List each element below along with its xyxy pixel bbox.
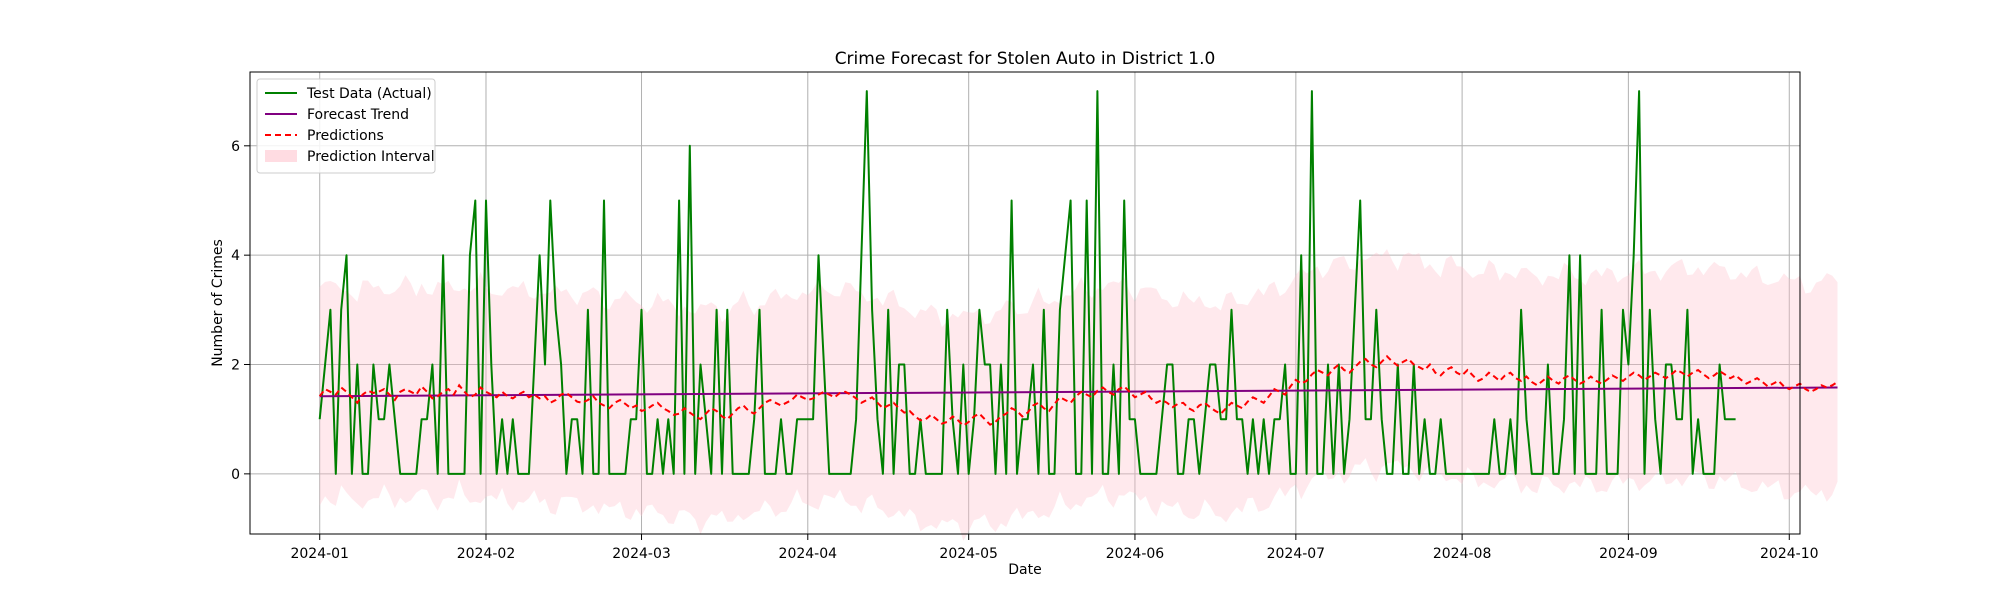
x-tick-label: 2024-08 xyxy=(1433,546,1492,562)
legend: Test Data (Actual) Forecast Trend Predicti… xyxy=(256,78,436,174)
x-tick-label: 2024-03 xyxy=(612,546,671,562)
legend-entry-label: Predictions xyxy=(307,128,384,144)
x-tick-label: 2024-09 xyxy=(1599,546,1658,562)
x-tick-label: 2024-02 xyxy=(457,546,516,562)
x-tick-label: 2024-06 xyxy=(1106,546,1165,562)
x-tick-label: 2024-05 xyxy=(939,546,998,562)
legend-box xyxy=(256,78,436,174)
y-tick-label: 4 xyxy=(231,248,240,264)
x-tick-label: 2024-10 xyxy=(1760,546,1819,562)
legend-entry-label: Prediction Interval xyxy=(307,149,435,165)
series-line-predictions xyxy=(318,354,1839,428)
plot-area: 2024-01 2024-02 2024-03 2024-04 2024-05 2024-… xyxy=(231,71,1839,562)
x-axis-label: Date xyxy=(1008,562,1041,578)
x-tick-label: 2024-07 xyxy=(1267,546,1326,562)
y-tick-label: 0 xyxy=(231,467,240,483)
x-tick-label: 2024-04 xyxy=(779,546,838,562)
y-axis-label: Number of Crimes xyxy=(210,239,226,367)
y-tick-label: 6 xyxy=(231,139,240,155)
x-tick-label: 2024-01 xyxy=(290,546,349,562)
legend-swatch-prediction-interval xyxy=(265,150,297,162)
series-line-test-data-actual xyxy=(318,90,1736,475)
series-line-forecast-trend xyxy=(319,386,1838,398)
y-tick-label: 2 xyxy=(231,358,240,374)
chart-title: Crime Forecast for Stolen Auto in Distri… xyxy=(835,49,1216,69)
axes-frame xyxy=(249,71,1801,535)
legend-entry-label: Forecast Trend xyxy=(307,107,409,123)
legend-entry-label: Test Data (Actual) xyxy=(306,86,432,102)
